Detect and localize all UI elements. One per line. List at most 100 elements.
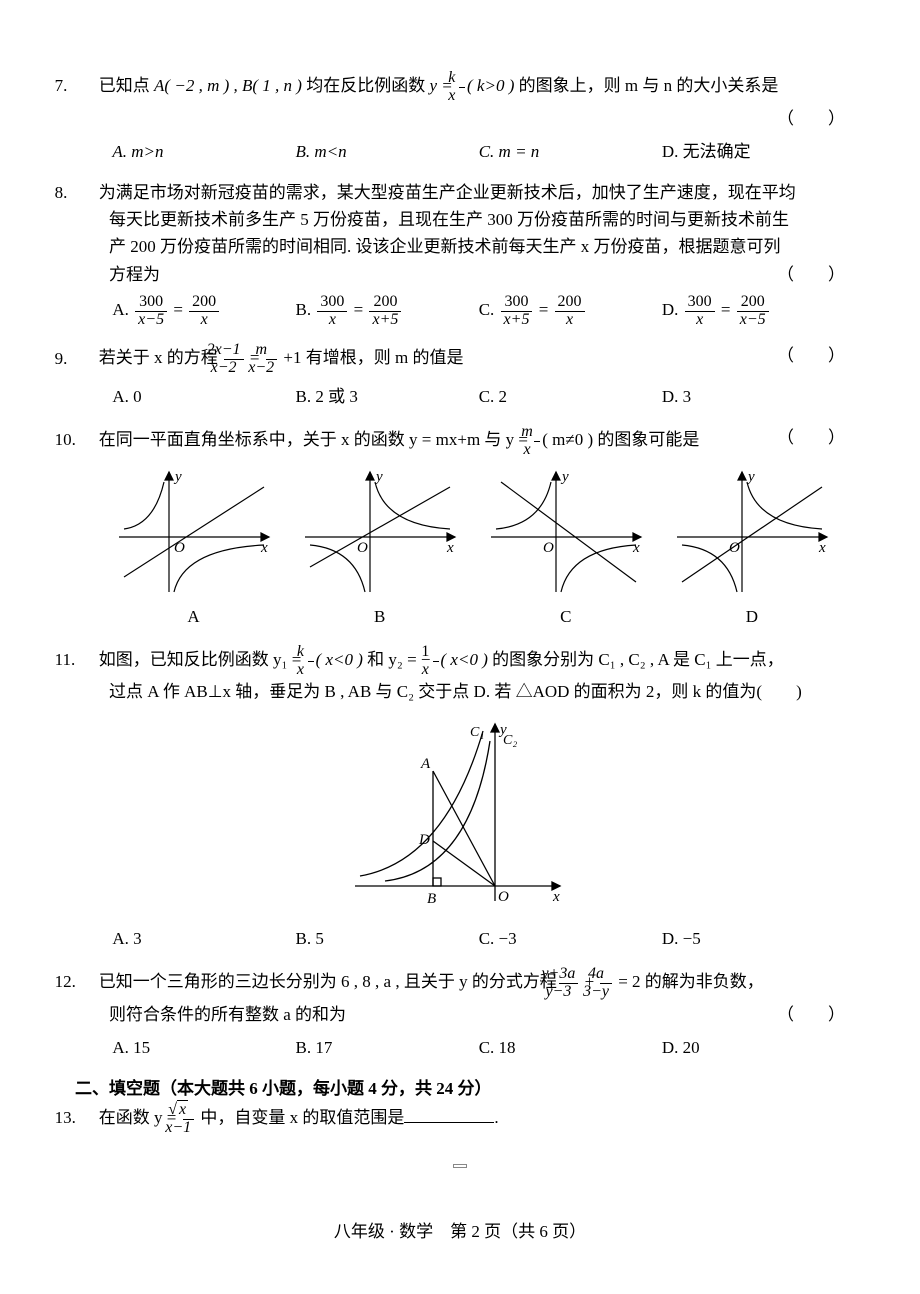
q9-paren: （ ） — [797, 342, 845, 369]
q8-opt-B: B. 300x = 200x+5 — [296, 294, 479, 329]
q9-text: 若关于 x 的方程 — [99, 349, 218, 368]
q10-paren: （ ） — [797, 424, 845, 451]
q10-stem: 10.在同一平面直角坐标系中，关于 x 的函数 y = mx+m 与 y = m… — [75, 424, 845, 459]
q9-f1d: x−2 — [224, 360, 244, 377]
q7-paren-row: （ ） — [75, 105, 845, 132]
q8-l3: 产 200 万份疫苗所需的时间相同. 设该企业更新技术前每天生产 x 万份疫苗，… — [75, 233, 845, 260]
axis-y: y — [374, 469, 383, 485]
q10-graph-C: y x O C — [481, 467, 651, 630]
q7-opt-D: D. 无法确定 — [662, 138, 845, 165]
q11-line2-row: 过点 A 作 AB⊥x 轴，垂足为 B , AB 与 C₂ 交于点 D. 若 △… — [75, 678, 845, 705]
q10-svg-C: y x O — [481, 467, 651, 597]
q7-cond: ( k>0 ) — [467, 76, 514, 95]
section-2-title: 二、填空题（本大题共 6 小题，每小题 4 分，共 24 分） — [75, 1075, 845, 1102]
q10-svg-B: y x O — [295, 467, 465, 597]
q10-text2: ( m≠0 ) 的图象可能是 — [542, 430, 699, 449]
q7-opt-A: A. m>n — [112, 138, 295, 165]
q8A-n1: 300 — [135, 294, 167, 312]
q8D-d1: x — [685, 312, 715, 329]
question-11: 11.如图，已知反比例函数 y₁ = kx( x<0 ) 和 y₂ = −1x(… — [75, 644, 845, 952]
q8B-n2: 200 — [369, 294, 401, 312]
q13-fd: x−1 — [183, 1120, 195, 1137]
q11-C1: C₁ — [470, 725, 484, 740]
q12-opt-C: C. 18 — [479, 1034, 662, 1061]
q11-c2: ( x<0 ) — [441, 650, 488, 669]
q10-label-C: C — [481, 603, 651, 630]
q7-text3: 的图象上，则 m 与 n 的大小关系是 — [514, 76, 778, 95]
q11-t1: 如图，已知反比例函数 y₁ = — [99, 650, 306, 669]
question-8: 8.为满足市场对新冠疫苗的需求，某大型疫苗生产企业更新技术后，加快了生产速度，现… — [75, 179, 845, 328]
axis-x: x — [632, 540, 640, 556]
q8D-d2: x−5 — [737, 312, 769, 329]
axis-x: x — [260, 540, 268, 556]
q9-options: A. 0 B. 2 或 3 C. 2 D. 3 — [75, 383, 845, 410]
q10-fn: m — [534, 424, 540, 442]
q8D-n1: 300 — [685, 294, 715, 312]
q8A-n2: 200 — [189, 294, 219, 312]
q11-stem: 11.如图，已知反比例函数 y₁ = kx( x<0 ) 和 y₂ = −1x(… — [75, 644, 845, 679]
q9-number: 9. — [75, 345, 99, 372]
q10-graphs: y x O A y x O — [75, 467, 845, 630]
q11-C2: C₂ — [503, 733, 517, 748]
q11-figure: y x O A D B C₁ C₂ — [75, 716, 845, 919]
q9-opt-D: D. 3 — [662, 383, 845, 410]
question-9: 9.若关于 x 的方程 2x−1x−2 = mx−2 +1 有增根，则 m 的值… — [75, 342, 845, 410]
q7-frac-n: k — [459, 70, 465, 88]
q11-c1: ( x<0 ) — [316, 650, 363, 669]
q8C-d2: x — [555, 312, 585, 329]
q12-l2-row: 则符合条件的所有整数 a 的和为 （ ） — [75, 1001, 845, 1028]
q9-stem: 9.若关于 x 的方程 2x−1x−2 = mx−2 +1 有增根，则 m 的值… — [75, 342, 845, 377]
q8-number: 8. — [75, 179, 99, 206]
page-body: 7.已知点 A( −2 , m ) , B( 1 , n ) 均在反比例函数 y… — [0, 0, 920, 1285]
q12-opt-A: A. 15 — [112, 1034, 295, 1061]
q11-f2n: 1 — [433, 644, 439, 662]
q10-graph-B: y x O B — [295, 467, 465, 630]
q9-opt-C: C. 2 — [479, 383, 662, 410]
q10-graph-D: y x O D — [667, 467, 837, 630]
q11-f2d: x — [433, 662, 439, 679]
q9-f2d: x−2 — [266, 360, 278, 377]
q10-label-A: A — [109, 603, 279, 630]
q11-B: B — [427, 891, 436, 907]
q8B-n1: 300 — [317, 294, 347, 312]
q8-l4-row: 方程为 （ ） — [75, 261, 845, 288]
q9-opt-B: B. 2 或 3 — [296, 383, 479, 410]
q12-options: A. 15 B. 17 C. 18 D. 20 — [75, 1034, 845, 1061]
q11-x: x — [552, 889, 560, 905]
q12-opt-B: B. 17 — [296, 1034, 479, 1061]
q8B-d2: x+5 — [369, 312, 401, 329]
q8-l1: 为满足市场对新冠疫苗的需求，某大型疫苗生产企业更新技术后，加快了生产速度，现在平… — [99, 183, 796, 202]
q10-text: 在同一平面直角坐标系中，关于 x 的函数 y = mx+m 与 y = — [99, 430, 532, 449]
q12-eq: = 2 的解为非负数， — [614, 972, 764, 991]
q7-text: 已知点 — [99, 76, 154, 95]
q11-opt-D: D. −5 — [662, 925, 845, 952]
q12-t1: 已知一个三角形的三边长分别为 6 , 8 , a , 且关于 y 的分式方程 — [99, 972, 557, 991]
q11-svg: y x O A D B C₁ C₂ — [345, 716, 575, 911]
q13-blank — [404, 1106, 494, 1123]
q9-text2: +1 有增根，则 m 的值是 — [279, 349, 463, 368]
axis-O: O — [729, 540, 740, 556]
q10-svg-A: y x O — [109, 467, 279, 597]
axis-y: y — [173, 469, 182, 485]
q8-options: A. 300x−5 = 200x B. 300x = 200x+5 C. 300… — [75, 294, 845, 329]
q12-f2n: 4a — [600, 966, 612, 984]
question-10: 10.在同一平面直角坐标系中，关于 x 的函数 y = mx+m 与 y = m… — [75, 424, 845, 630]
q11-f1n: k — [308, 644, 314, 662]
q11-A: A — [420, 756, 431, 772]
axis-O: O — [543, 540, 554, 556]
q7-opt-C: C. m = n — [479, 138, 662, 165]
q12-paren: （ ） — [777, 1001, 845, 1028]
q11-opt-C: C. −3 — [479, 925, 662, 952]
q9-opt-A: A. 0 — [112, 383, 295, 410]
q8-opt-A: A. 300x−5 = 200x — [112, 294, 295, 329]
q11-options: A. 3 B. 5 C. −3 D. −5 — [75, 925, 845, 952]
q8C-d1: x+5 — [501, 312, 533, 329]
q11-O: O — [498, 889, 509, 905]
q7-frac-d: x — [459, 88, 465, 105]
q12-number: 12. — [75, 968, 99, 995]
question-13: 13.在函数 y = √xx−1 中，自变量 x 的取值范围是. — [75, 1102, 845, 1137]
q7-stem: 7.已知点 A( −2 , m ) , B( 1 , n ) 均在反比例函数 y… — [75, 70, 845, 105]
q10-label-B: B — [295, 603, 465, 630]
q13-frac: √xx−1 — [183, 1102, 195, 1137]
q11-opt-A: A. 3 — [112, 925, 295, 952]
